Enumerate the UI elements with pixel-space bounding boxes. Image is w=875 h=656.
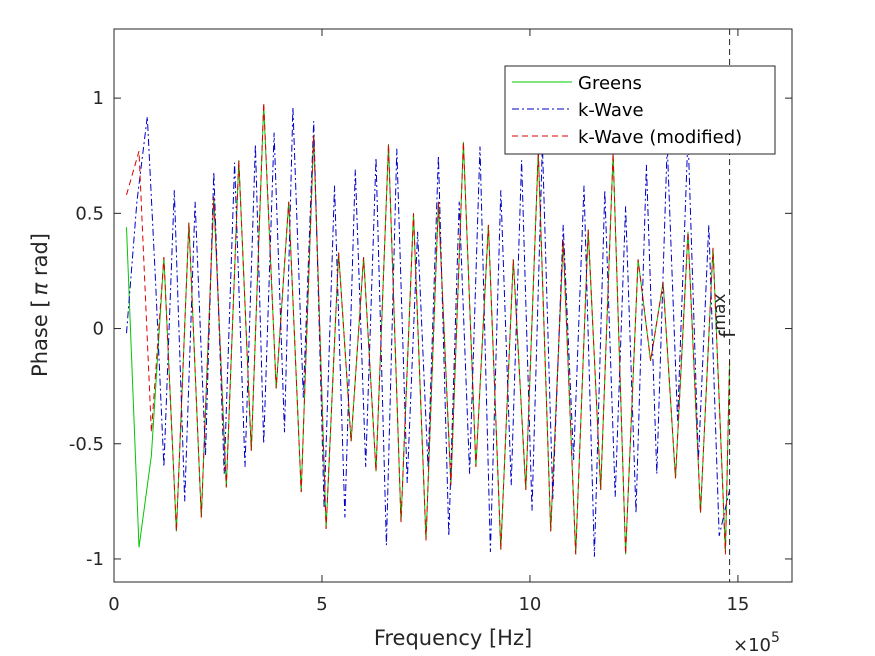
ticks-layer: 0 5 10 15 -1 -0.5 0 0.5 1 <box>69 29 792 615</box>
x-axis-multiplier-base: ×10 <box>733 635 771 656</box>
series-layer <box>126 102 731 557</box>
legend-label-k-wave-modified: k-Wave (modified) <box>578 127 742 148</box>
legend-box <box>504 65 776 155</box>
axes-box <box>113 28 793 583</box>
x-tick-label: 5 <box>316 594 327 615</box>
x-axis-multiplier-exponent: 5 <box>771 630 780 646</box>
y-tick-label: 1 <box>93 88 104 109</box>
x-axis-multiplier: ×105 <box>733 630 780 656</box>
legend: Greens k-Wave k-Wave (modified) <box>504 65 776 155</box>
legend-label-k-wave: k-Wave <box>578 100 644 121</box>
y-tick-label: 0.5 <box>75 203 104 224</box>
y-axis-label: Phase [ π rad] <box>28 233 52 377</box>
plot-area: 0 5 10 15 -1 -0.5 0 0.5 1 <box>69 28 793 615</box>
y-tick-label: -0.5 <box>69 434 104 455</box>
y-tick-label: 0 <box>93 319 104 340</box>
y-tick-label: -1 <box>86 549 104 570</box>
y-axis-label-main: Phase [ <box>28 299 52 377</box>
y-axis-label-symbol: π <box>28 282 52 295</box>
y-axis-label-unit: rad] <box>28 233 52 283</box>
x-tick-label: 10 <box>518 594 541 615</box>
fmax-label-sub: max <box>710 294 730 331</box>
x-tick-label: 15 <box>726 594 749 615</box>
fmax-label-base: f <box>716 330 740 338</box>
legend-label-greens: Greens <box>578 73 642 94</box>
series-line-k-wave-modified <box>126 102 731 555</box>
x-tick-label: 0 <box>108 594 119 615</box>
x-axis-label: Frequency [Hz] <box>374 626 532 650</box>
fmax-label: fmax <box>710 294 740 338</box>
